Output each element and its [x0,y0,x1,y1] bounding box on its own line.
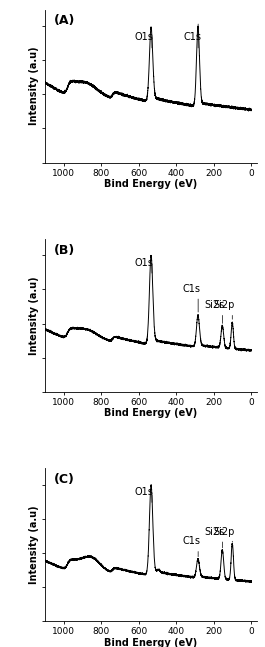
Text: C1s: C1s [182,283,200,294]
Text: (A): (A) [54,14,75,27]
Text: Si2s: Si2s [204,300,225,310]
Text: (B): (B) [54,243,75,257]
X-axis label: Bind Energy (eV): Bind Energy (eV) [104,179,198,189]
Y-axis label: Intensity (a.u): Intensity (a.u) [29,505,39,584]
Text: C1s: C1s [183,32,201,43]
Text: O1s: O1s [135,32,154,43]
Text: Si2p: Si2p [213,300,235,310]
X-axis label: Bind Energy (eV): Bind Energy (eV) [104,638,198,647]
Text: Si2p: Si2p [213,527,235,536]
Y-axis label: Intensity (a.u): Intensity (a.u) [29,276,39,355]
Y-axis label: Intensity (a.u): Intensity (a.u) [29,47,39,126]
Text: (C): (C) [54,473,74,486]
X-axis label: Bind Energy (eV): Bind Energy (eV) [104,408,198,419]
Text: O1s: O1s [135,487,154,497]
Text: O1s: O1s [135,258,154,268]
Text: Si2s: Si2s [204,527,225,536]
Text: C1s: C1s [182,536,200,546]
